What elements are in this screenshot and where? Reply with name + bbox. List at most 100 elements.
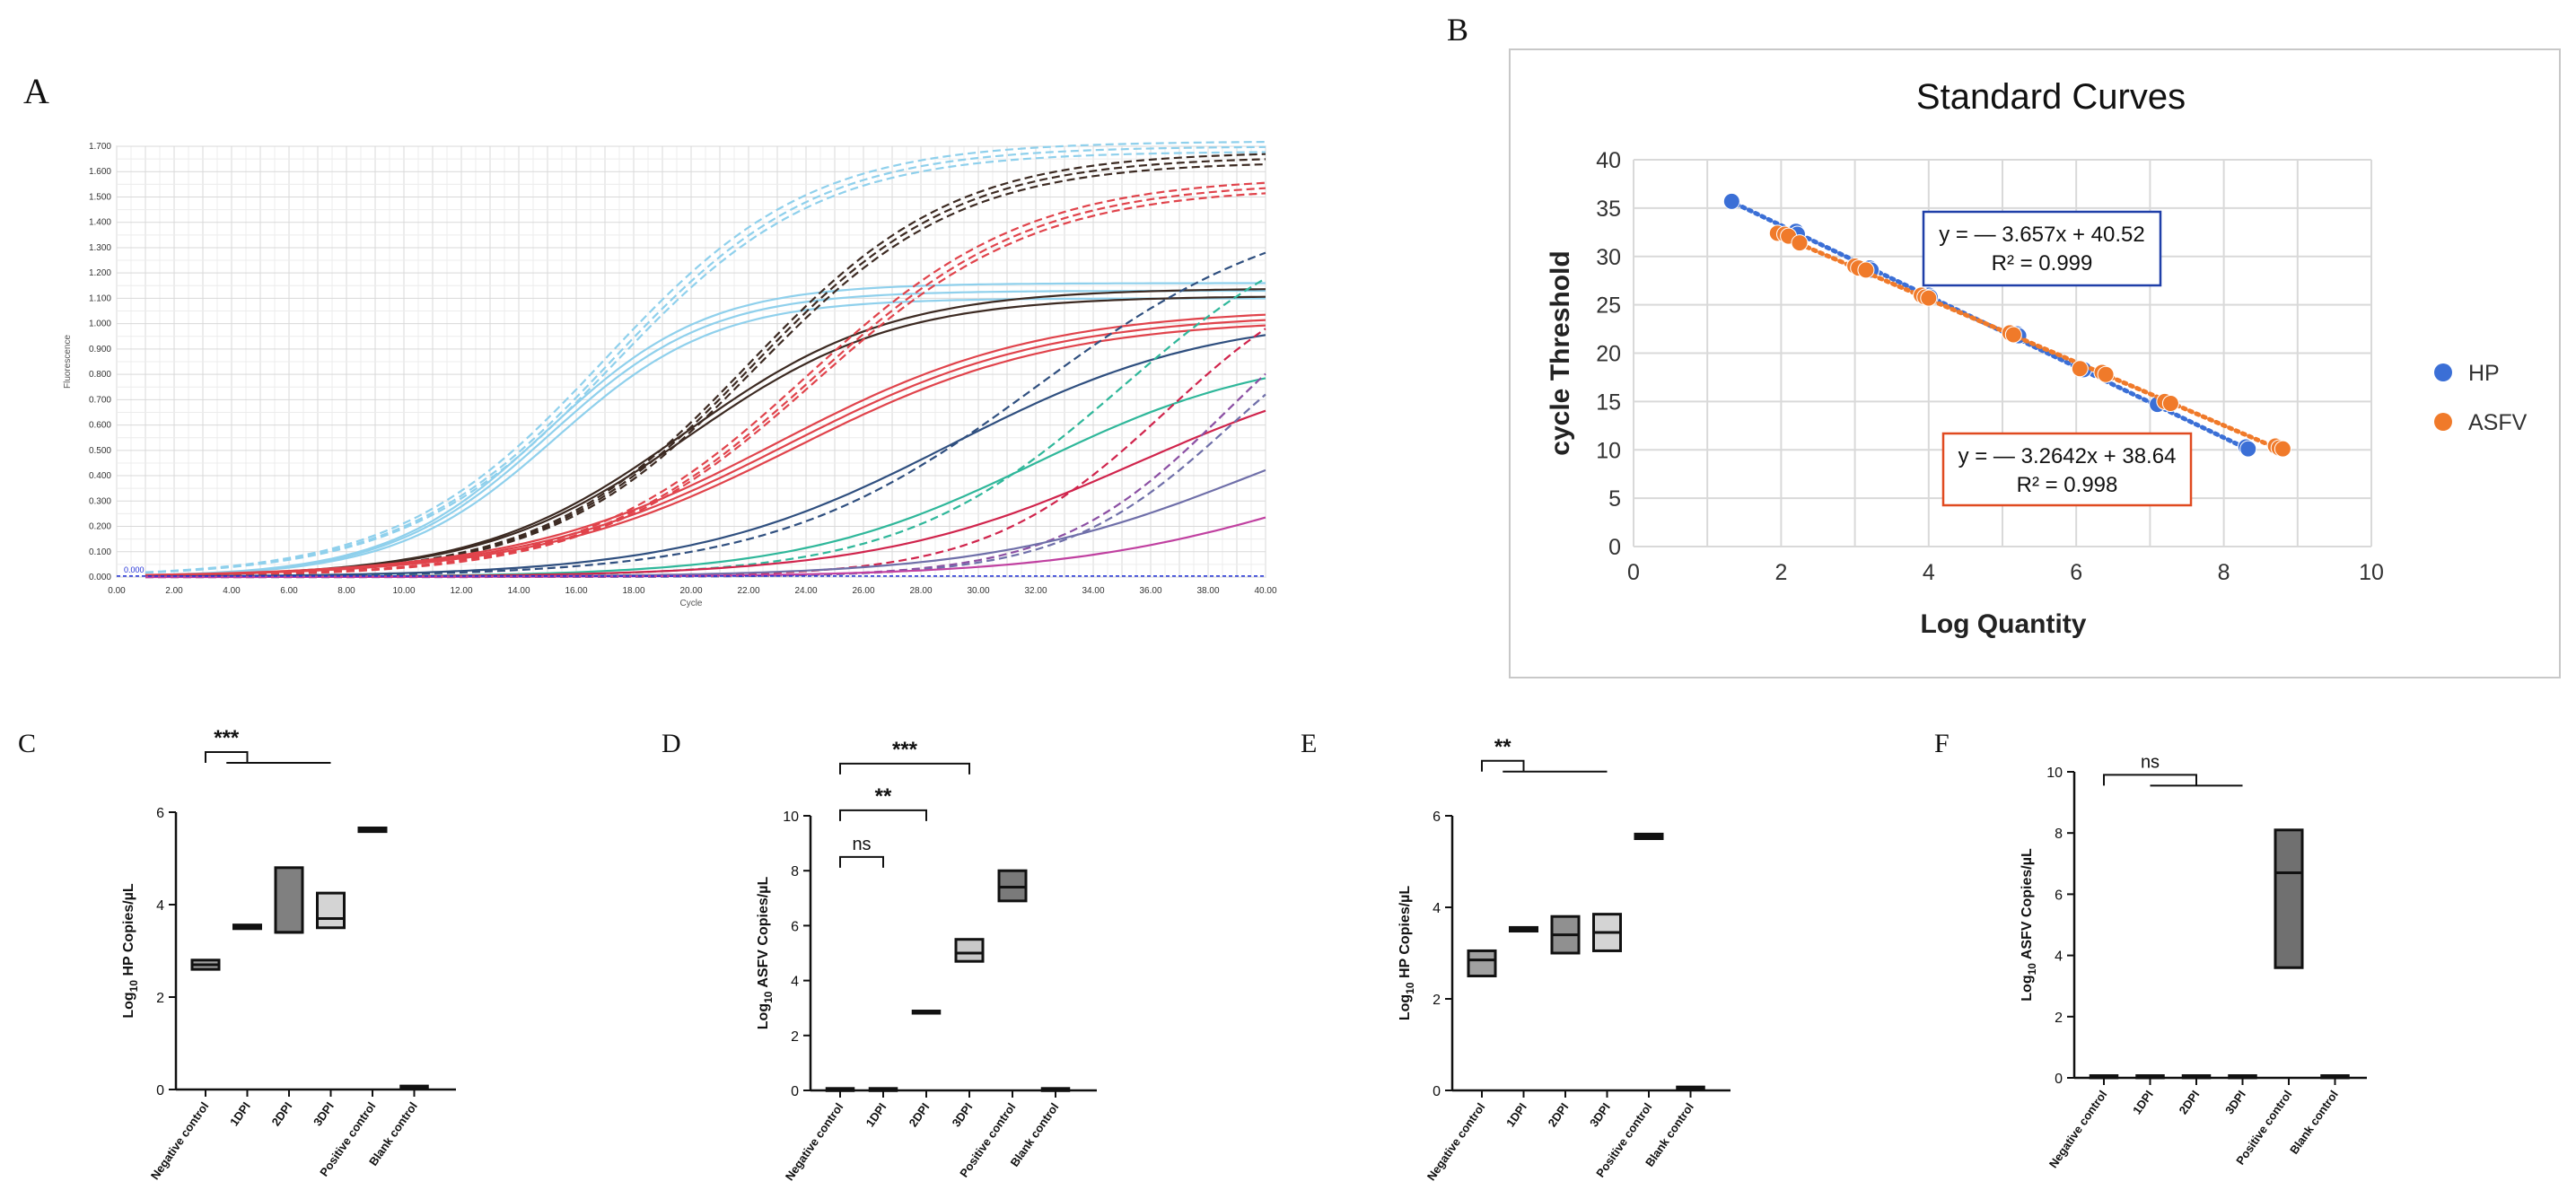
panel-b-equation-box-HP xyxy=(1922,210,2162,287)
panel-d-ytick-label: 6 xyxy=(791,919,799,934)
panel-d-significance-bracket xyxy=(839,809,927,821)
panel-a-chart: 0.00 2.00 4.00 6.00 8.00 10.00 12.00 14.00 16.00… xyxy=(63,141,1277,608)
panel-a-xtick-label: 28.00 xyxy=(909,586,932,596)
panel-c-ytick-label: 6 xyxy=(156,806,164,821)
panel-c-ylabel-prefix: Log xyxy=(121,992,136,1018)
panel-f-ylabel: Log10 ASFV Copies/µL xyxy=(2020,848,2038,1002)
panel-f-ytick-label: 8 xyxy=(2055,827,2063,842)
panel-b-xtick-label: 8 xyxy=(2218,560,2230,585)
panel-e-ytick-label: 0 xyxy=(1433,1084,1441,1099)
panel-d-ytick-label: 2 xyxy=(791,1029,799,1045)
panel-a-xtick-label: 16.00 xyxy=(565,586,587,596)
panel-e-ytick-label: 2 xyxy=(1433,993,1441,1008)
panel-a-xtick-label: 0.00 xyxy=(108,586,126,596)
panel-a-ytick-label: 1.000 xyxy=(89,319,111,329)
panel-b-ytick-label: 25 xyxy=(1596,293,1621,319)
panel-f-category-label: 1DPI xyxy=(2130,1088,2156,1116)
panel-b-xtick-label: 2 xyxy=(1774,560,1787,585)
panel-b-point-HP xyxy=(1722,192,1740,210)
panel-b-point-ASFV xyxy=(2004,326,2022,344)
panel-d-ylabel-subscript: 10 xyxy=(762,991,775,1003)
panel-a-xtick-label: 10.00 xyxy=(392,586,415,596)
panel-a-xtick-label: 40.00 xyxy=(1254,586,1276,596)
panel-a-ytick-label: 0.000 xyxy=(89,573,111,582)
panel-b-legend-label-ASFV: ASFV xyxy=(2468,410,2528,435)
panel-c-ytick-label: 0 xyxy=(156,1083,164,1098)
panel-a-series-red-dashed-2 xyxy=(145,187,1266,577)
panel-a-ytick-label: 1.200 xyxy=(89,268,111,278)
panel-e-ylabel: Log10 HP Copies/µL xyxy=(1398,886,1416,1021)
panel-a-ytick-label: 0.400 xyxy=(89,471,111,481)
panel-c-category-label: 2DPI xyxy=(269,1099,295,1128)
panel-a-series-light-blue-dashed-1 xyxy=(145,141,1266,573)
panel-e-category-label: Negative control xyxy=(1424,1100,1488,1183)
panel-a-series-light-blue-dashed-3 xyxy=(145,151,1266,574)
panel-a-threshold-label: 0.000 xyxy=(124,565,145,574)
panel-d-category-label: 1DPI xyxy=(863,1100,889,1129)
panel-b-point-ASFV xyxy=(1791,234,1809,252)
panel-a-series-navy-solid xyxy=(145,334,1266,578)
panel-d-box xyxy=(997,869,1028,903)
panel-d-ytick-label: 4 xyxy=(791,975,799,990)
panel-a-ytick-label: 0.500 xyxy=(89,446,111,456)
panel-f-ytick-label: 4 xyxy=(2055,950,2063,965)
panel-c-box xyxy=(274,866,304,934)
panel-f-category-label: Negative control xyxy=(2046,1088,2110,1170)
panel-c-ytick-label: 4 xyxy=(156,898,164,914)
panel-a-xtick-label: 32.00 xyxy=(1024,586,1047,596)
panel-b-ylabel: cycle Threshold xyxy=(1546,250,1575,455)
panel-a-ytick-label: 1.400 xyxy=(89,218,111,228)
panel-b-frame xyxy=(1509,48,2561,678)
panel-c-ylabel-subscript: 10 xyxy=(127,980,140,993)
panel-e-significance-label: ** xyxy=(1494,735,1511,759)
panel-a-xtick-label: 20.00 xyxy=(679,586,702,596)
panel-b-point-ASFV xyxy=(1857,261,1875,279)
panel-b-point-ASFV xyxy=(2161,395,2179,413)
panel-b-ytick-label: 40 xyxy=(1596,148,1621,173)
panel-b-ytick-label: 20 xyxy=(1596,342,1621,367)
panel-b-xtick-label: 0 xyxy=(1627,560,1640,585)
panel-d-ytick-label: 0 xyxy=(791,1084,799,1099)
panel-letter-d: D xyxy=(662,729,681,758)
panel-c-significance-label: *** xyxy=(214,726,240,750)
panel-letter-b: B xyxy=(1447,12,1469,48)
panel-a-series-brown-dashed-1 xyxy=(145,153,1266,577)
panel-a-ytick-label: 1.100 xyxy=(89,293,111,303)
panel-a-ytick-label: 0.700 xyxy=(89,395,111,405)
panel-a-xtick-label: 8.00 xyxy=(337,586,355,596)
panel-d-ytick-label: 8 xyxy=(791,864,799,880)
panel-b-point-ASFV xyxy=(1920,289,1938,307)
panel-a-ytick-label: 1.500 xyxy=(89,192,111,202)
panel-a-xtick-label: 38.00 xyxy=(1196,586,1219,596)
panel-a-series-red-dashed-3 xyxy=(145,192,1266,578)
panel-b-ytick-label: 15 xyxy=(1596,389,1621,415)
panel-e-category-label: 1DPI xyxy=(1503,1100,1529,1129)
panel-letter-a: A xyxy=(23,71,49,111)
panel-b-title: Standard Curves xyxy=(1916,77,2186,117)
panel-a-xtick-label: 4.00 xyxy=(223,586,241,596)
panel-f-ytick-label: 10 xyxy=(2046,766,2063,781)
panel-a-series-brown-dashed-2 xyxy=(145,158,1266,577)
panel-letter-c: C xyxy=(18,729,37,758)
panel-d-category-label: Negative control xyxy=(783,1100,846,1183)
panel-c-chart: 0 2 4 6 Log10 HP Copies/µL Negative control 1D… xyxy=(121,726,456,1182)
panel-f-ylabel-rest: ASFV Copies/µL xyxy=(2020,848,2035,963)
panel-a-series-red-dashed-1 xyxy=(145,181,1266,577)
panel-f-category-label: 2DPI xyxy=(2177,1088,2203,1116)
panel-b-point-ASFV xyxy=(2274,440,2291,458)
panel-a-xtick-label: 14.00 xyxy=(507,586,530,596)
panel-b-equation-HP: y = — 3.657x + 40.52 xyxy=(1939,223,2145,247)
panel-d-significance-label: ns xyxy=(852,835,871,854)
panel-b-r2-ASFV: R² = 0.998 xyxy=(2017,473,2118,497)
panel-a-ytick-label: 0.200 xyxy=(89,522,111,532)
panel-e-category-label: 3DPI xyxy=(1587,1100,1613,1129)
panel-e-ylabel-prefix: Log xyxy=(1398,994,1413,1020)
panel-b-chart: 0 2 4 6 8 10 0 5 10 15 20 25 30 35 40 Standard Curves Lo… xyxy=(1509,48,2561,678)
panel-c-category-label: Negative control xyxy=(148,1099,212,1182)
panel-b-ytick-label: 35 xyxy=(1596,197,1621,222)
panel-e-ytick-label: 6 xyxy=(1433,810,1441,825)
panel-a-xtick-label: 18.00 xyxy=(622,586,644,596)
panel-f-category-label: 3DPI xyxy=(2222,1088,2248,1116)
